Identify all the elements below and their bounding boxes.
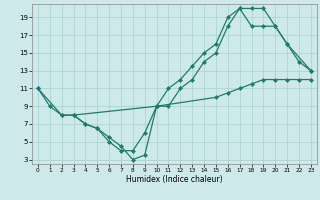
X-axis label: Humidex (Indice chaleur): Humidex (Indice chaleur) — [126, 175, 223, 184]
